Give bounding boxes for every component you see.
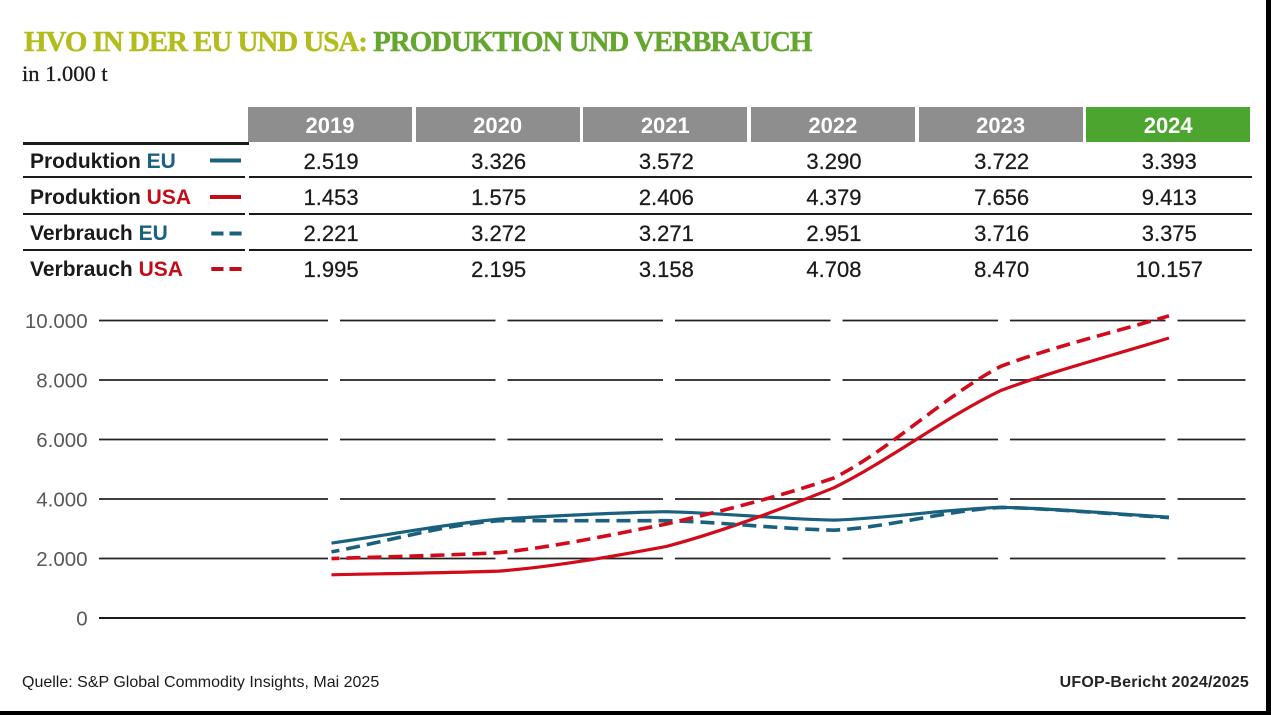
svg-text:6.000: 6.000 bbox=[36, 429, 87, 452]
svg-text:0: 0 bbox=[76, 608, 87, 631]
svg-text:4.000: 4.000 bbox=[36, 489, 87, 512]
svg-text:10.000: 10.000 bbox=[25, 310, 88, 333]
svg-text:2.000: 2.000 bbox=[36, 548, 87, 571]
svg-text:8.000: 8.000 bbox=[36, 370, 87, 393]
